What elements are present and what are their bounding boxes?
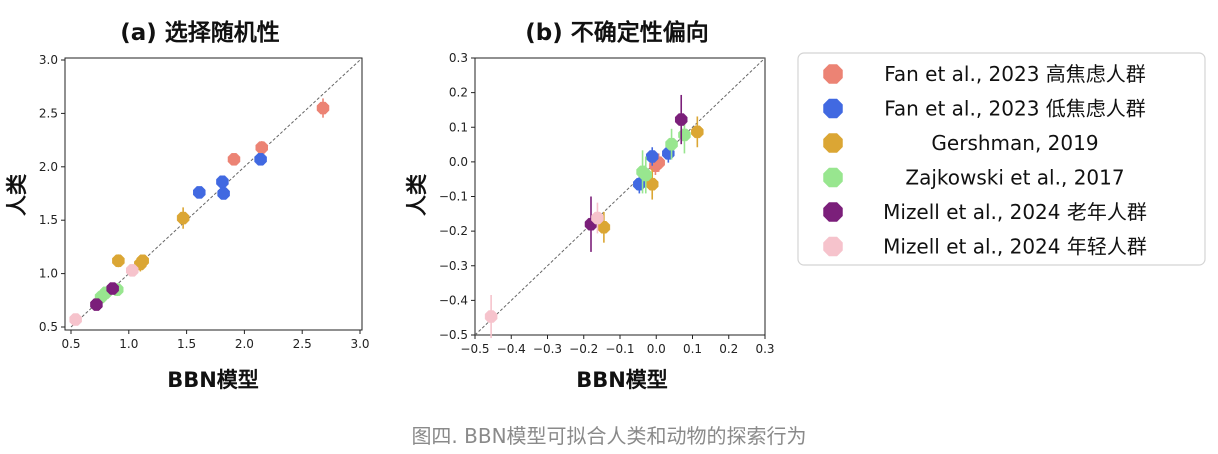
- panel-a-point: [126, 264, 139, 277]
- panel-b-xtick-label: −0.1: [605, 342, 634, 356]
- figure: (a) 选择随机性 0.5 1.0 1.5 2.0 2.5 3.0 0.5 1.0 1.5 2.…: [5, 19, 1206, 392]
- panel-b-ytick-label: −0.5: [439, 328, 468, 342]
- panel-b-point: [665, 137, 678, 151]
- panel-a-ytick-label: 0.5: [39, 320, 58, 334]
- panel-a-xlabel: BBN模型: [167, 368, 259, 392]
- panel-b-point: [591, 211, 604, 225]
- legend-frame: [797, 52, 1206, 266]
- panel-b-xtick-label: −0.4: [497, 342, 526, 356]
- panel-a-xtick-label: 3.0: [350, 337, 369, 351]
- panel-a-xticks: 0.5 1.0 1.5 2.0 2.5 3.0: [61, 330, 370, 351]
- panel-a-ytick-label: 2.5: [39, 106, 58, 120]
- panel-b-point: [484, 310, 498, 323]
- panel-a-ytick-label: 3.0: [39, 53, 58, 67]
- panel-b-yticks: −0.5 −0.4 −0.3 −0.2 −0.1 0.0 0.1 0.2 0.3: [439, 51, 475, 342]
- legend-marker: [823, 167, 843, 188]
- panel-b-xtick-label: −0.2: [569, 342, 598, 356]
- panel-a-point: [176, 211, 190, 225]
- panel-b-ytick-label: 0.1: [449, 120, 468, 134]
- legend-label: Fan et al., 2023 高焦虑人群: [884, 62, 1146, 86]
- panel-a-plot-frame: [64, 57, 363, 331]
- panel-b-xtick-label: −0.3: [533, 342, 562, 356]
- panel-a: (a) 选择随机性 0.5 1.0 1.5 2.0 2.5 3.0 0.5 1.0 1.5 2.…: [5, 19, 370, 392]
- panel-b-xtick-label: 0.3: [755, 342, 774, 356]
- panel-b-xtick-label: 0.2: [719, 342, 738, 356]
- panel-b-ytick-label: −0.3: [439, 259, 468, 273]
- panel-b-xtick-label: −0.5: [460, 342, 489, 356]
- legend-label: Gershman, 2019: [931, 131, 1098, 155]
- panel-a-xtick-label: 1.5: [177, 337, 196, 351]
- panel-a-point: [69, 313, 82, 326]
- panel-a-xtick-label: 2.5: [293, 337, 312, 351]
- panel-a-point: [193, 186, 206, 199]
- legend-marker: [823, 236, 843, 257]
- panel-b-diagonal-line: [474, 57, 766, 336]
- panel-b-xlabel: BBN模型: [576, 368, 668, 392]
- panel-a-ytick-label: 2.0: [39, 160, 58, 174]
- panel-b-point: [645, 150, 659, 163]
- panel-a-point: [136, 254, 149, 268]
- panel-a-xtick-label: 2.0: [235, 337, 254, 351]
- figure-caption: 图四. BBN模型可拟合人类和动物的探索行为: [411, 424, 807, 448]
- panel-b-point: [678, 128, 691, 142]
- legend-marker: [823, 64, 843, 84]
- panel-b-title: (b) 不确定性偏向: [525, 19, 709, 46]
- legend-marker: [823, 133, 843, 153]
- legend-label: Zajkowski et al., 2017: [905, 166, 1124, 190]
- panel-a-point: [255, 141, 268, 154]
- legend-label: Mizell et al., 2024 老年人群: [883, 200, 1147, 224]
- panel-a-xtick-label: 0.5: [61, 337, 80, 351]
- panel-a-point: [227, 153, 241, 166]
- panel-a-point: [316, 101, 330, 115]
- panel-a-xtick-label: 1.0: [119, 337, 138, 351]
- panel-a-point: [254, 153, 267, 166]
- panel-a-point: [217, 187, 230, 200]
- legend-entries: Fan et al., 2023 高焦虑人群 Fan et al., 2023 低…: [823, 62, 1147, 259]
- panel-a-ylabel: 人类: [5, 173, 29, 216]
- panel-b-point: [691, 125, 704, 139]
- panel-b-ytick-label: −0.4: [439, 293, 468, 307]
- panel-b: (b) 不确定性偏向 −0.5 −0.4 −0.3 −0.2 −0.1 0.0 0.1 0.2…: [405, 19, 775, 392]
- panel-b-ytick-label: −0.1: [439, 190, 468, 204]
- panel-b-ytick-label: −0.2: [439, 224, 468, 238]
- panel-b-ytick-label: 0.2: [449, 86, 468, 100]
- legend: Fan et al., 2023 高焦虑人群 Fan et al., 2023 低…: [797, 52, 1206, 266]
- panel-b-xtick-label: 0.1: [683, 342, 702, 356]
- panel-b-point: [639, 168, 653, 182]
- panel-b-xticks: −0.5 −0.4 −0.3 −0.2 −0.1 0.0 0.1 0.2 0.3: [460, 335, 775, 356]
- legend-label: Mizell et al., 2024 年轻人群: [883, 235, 1147, 259]
- panel-b-point: [674, 113, 688, 126]
- panel-b-xtick-label: 0.0: [647, 342, 666, 356]
- legend-label: Fan et al., 2023 低焦虑人群: [884, 97, 1146, 121]
- panel-a-title: (a) 选择随机性: [120, 19, 280, 46]
- panel-a-ytick-label: 1.5: [39, 213, 58, 227]
- panel-a-point: [90, 298, 103, 311]
- panel-a-point: [112, 254, 125, 268]
- panel-a-point: [106, 282, 119, 295]
- panel-a-marks: [69, 59, 361, 328]
- panel-b-ylabel: 人类: [405, 173, 429, 216]
- legend-marker: [823, 202, 843, 222]
- panel-b-ytick-label: 0.0: [449, 155, 468, 169]
- panel-a-yticks: 0.5 1.0 1.5 2.0 2.5 3.0: [39, 53, 65, 334]
- panel-a-ytick-label: 1.0: [39, 267, 58, 281]
- panel-b-marks: [474, 57, 766, 339]
- panel-b-ytick-label: 0.3: [449, 51, 468, 65]
- legend-marker: [823, 98, 843, 119]
- panel-a-point: [216, 175, 229, 189]
- panel-a-diagonal-line: [70, 59, 361, 328]
